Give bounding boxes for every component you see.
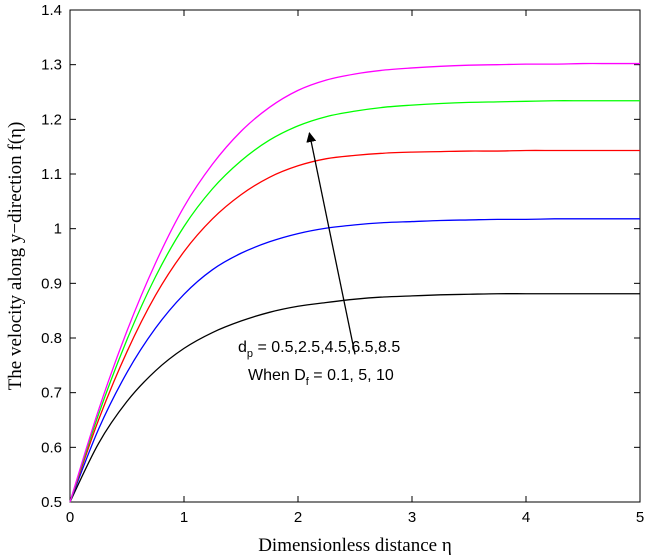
x-tick-label: 3 bbox=[408, 509, 416, 526]
x-tick-label: 4 bbox=[522, 509, 530, 526]
y-tick-label: 0.9 bbox=[41, 275, 62, 292]
x-tick-label: 1 bbox=[180, 509, 188, 526]
y-tick-label: 0.7 bbox=[41, 385, 62, 402]
y-axis-title: The velocity along y−direction f(η) bbox=[5, 122, 26, 391]
series-line-5 bbox=[69, 62, 641, 503]
series-line-2 bbox=[69, 218, 640, 503]
y-tick-label: 1.2 bbox=[41, 111, 62, 128]
plot-area-frame bbox=[69, 9, 641, 503]
series-line-1 bbox=[69, 293, 640, 503]
y-tick-label: 1.3 bbox=[41, 57, 62, 74]
annotation-line-2: When Df = 0.1, 5, 10 bbox=[248, 367, 394, 388]
x-tick-labels: 0 1 2 3 4 5 bbox=[66, 509, 644, 526]
y-tick-label: 0.6 bbox=[41, 439, 62, 456]
x-tick-label: 0 bbox=[66, 509, 74, 526]
annotation-line-1: dp = 0.5,2.5,4.5,6.5,8.5 bbox=[238, 339, 400, 360]
series-lines bbox=[69, 62, 641, 503]
y-tick-label: 0.5 bbox=[41, 494, 62, 511]
trend-arrow bbox=[306, 132, 356, 355]
y-tick-labels: 0.5 0.6 0.7 0.8 0.9 1 1.1 1.2 1.3 1.4 bbox=[41, 2, 62, 511]
x-axis-title: Dimensionless distance η bbox=[258, 535, 452, 556]
x-tick-label: 2 bbox=[294, 509, 302, 526]
x-tick-label: 5 bbox=[636, 509, 644, 526]
y-tick-label: 1 bbox=[54, 221, 62, 238]
series-line-4 bbox=[69, 100, 640, 503]
y-tick-label: 0.8 bbox=[41, 330, 62, 347]
y-tick-label: 1.1 bbox=[41, 166, 62, 183]
axis-ticks bbox=[69, 9, 641, 503]
series-line-3 bbox=[69, 149, 640, 503]
y-tick-label: 1.4 bbox=[41, 2, 62, 19]
